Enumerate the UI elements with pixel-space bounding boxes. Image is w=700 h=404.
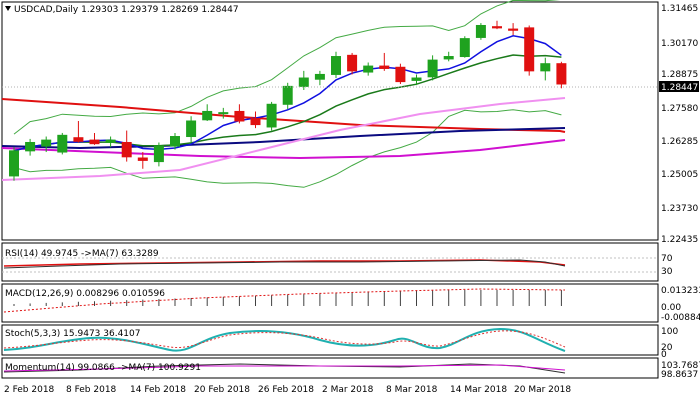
momentum-level-label: 103.7687 [661,361,700,371]
current-price-label: 1.28447 [661,83,698,93]
ma-blue-line [13,35,562,152]
price-axis-label: 1.23730 [661,204,698,214]
date-axis-label: 20 Mar 2018 [514,385,571,395]
bollinger-upper-band [13,0,561,135]
rsi-level-label: 30 [661,267,673,277]
chart-header-symbol: USDCAD,Daily 1.29303 1.29379 1.28269 1.2… [14,5,239,15]
candle-body [9,150,19,177]
price-axis-label: 1.31465 [661,4,698,14]
price-axis: 1.31465 1.30170 1.28875 1.27580 1.26285 … [661,4,698,245]
macd-signal-line [3,288,566,313]
candle-body [459,38,470,58]
candlestick-series [9,20,567,181]
candle-body [363,65,374,73]
stochastic-lines [3,327,566,352]
candle-body [298,77,309,87]
moving-average-lines [1,0,566,188]
macd-histogram [3,288,566,313]
price-axis-label: 1.28875 [661,70,698,80]
macd-title: MACD(12,26,9) 0.008296 0.010596 [5,289,165,299]
momentum-level-label: 98.8637 [661,370,698,380]
macd-level-label: -0.008847 [661,313,700,323]
candle-body [57,134,68,153]
candle-body [234,110,245,122]
macd-pane[interactable] [1,283,659,323]
candle-body [153,145,164,163]
ma-pink-line [1,97,566,181]
candle-body [105,139,116,143]
candle-body [282,85,293,105]
candle-body [443,56,454,60]
candle-body [556,63,567,85]
stoch-signal-line [3,330,566,349]
ma-navy-line [1,127,566,150]
candle-body [524,27,535,72]
momentum-ma-line [3,364,566,372]
date-axis-label: 2 Feb 2018 [4,385,55,395]
rsi-title: RSI(14) 49.9745 ->MA(7) 63.3289 [5,249,159,259]
stoch-title: Stoch(5,3,3) 15.9473 36.4107 [5,329,140,339]
stoch-level-label: 20 [661,343,673,353]
candle-body [266,103,277,128]
date-axis-label: 8 Feb 2018 [66,385,117,395]
price-axis-label: 1.22435 [661,235,698,245]
rsi-ma-line [3,259,566,267]
price-axis-label: 1.27580 [661,104,698,114]
momentum-pane[interactable] [1,357,659,379]
macd-level-label: 0.013233 [661,286,700,296]
candle-body [202,110,213,121]
candle-body [218,112,229,115]
candle-body [170,136,180,147]
momentum-title: Momentum(14) 99.0866 ->MA(7) 100.9291 [5,363,201,373]
rsi-level-label: 70 [661,254,673,264]
rsi-line [3,259,566,269]
main-price-pane[interactable] [1,1,659,241]
candle-body [314,73,325,80]
ma-green-line [13,54,562,152]
candle-body [508,28,519,31]
date-axis-label: 20 Feb 2018 [194,385,250,395]
candle-body [427,59,438,78]
candle-body [492,26,502,29]
price-axis-label: 1.30170 [661,39,698,49]
candle-body [540,63,551,72]
stoch-level-label: 100 [661,327,678,337]
rsi-lines [3,259,566,269]
chart-menu-icon[interactable] [5,6,11,11]
candle-body [331,56,341,75]
price-axis-label: 1.26285 [661,137,698,147]
bollinger-lower-band [13,109,562,188]
candle-body [186,120,197,138]
candle-body [137,157,148,161]
date-axis-label: 26 Feb 2018 [258,385,314,395]
date-axis: 2 Feb 2018 8 Feb 2018 14 Feb 2018 20 Feb… [4,385,571,395]
stoch-level-label: 0 [661,350,667,360]
candle-body [73,137,84,142]
momentum-lines [3,363,566,374]
macd-level-label: 0.00 [661,303,681,313]
candle-body [347,54,358,72]
candle-body [411,77,422,81]
ma-magenta-line [1,139,566,160]
candle-body [89,139,100,145]
current-price-tag [659,81,699,92]
candle-body [395,66,406,83]
stoch-main-line [3,327,566,352]
candle-body [25,141,36,152]
date-axis-label: 2 Mar 2018 [322,385,374,395]
date-axis-label: 14 Mar 2018 [450,385,507,395]
candle-body [41,139,52,147]
candle-body [250,118,261,126]
date-axis-label: 14 Feb 2018 [130,385,186,395]
date-axis-label: 8 Mar 2018 [386,385,438,395]
candle-body [379,65,390,69]
candle-body [475,24,486,38]
candle-body [121,141,132,158]
price-axis-label: 1.25005 [661,170,698,180]
